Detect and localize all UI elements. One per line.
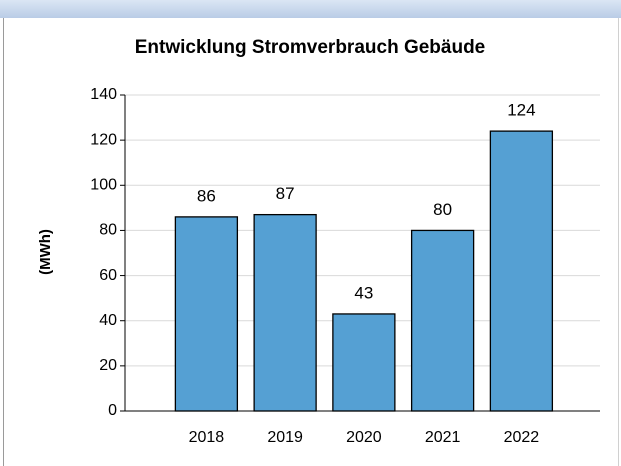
y-axis-label: (MWh) bbox=[37, 229, 54, 275]
y-tick-label: 20 bbox=[99, 357, 117, 374]
data-label: 80 bbox=[433, 200, 452, 219]
bar bbox=[489, 130, 554, 412]
y-tick-label: 120 bbox=[90, 131, 117, 148]
y-tick-label: 100 bbox=[90, 177, 117, 194]
bar bbox=[332, 313, 396, 412]
x-tick-label: 2022 bbox=[504, 429, 540, 446]
chart-title: Entwicklung Stromverbrauch Gebäude bbox=[135, 37, 486, 58]
bar bbox=[253, 213, 317, 412]
y-tick-label: 40 bbox=[99, 312, 117, 329]
x-tick-label: 2021 bbox=[425, 429, 461, 446]
data-label: 86 bbox=[197, 186, 216, 205]
x-tick-label: 2020 bbox=[346, 429, 382, 446]
y-tick-label: 60 bbox=[99, 267, 117, 284]
x-tick-label: 2018 bbox=[189, 429, 225, 446]
bar bbox=[410, 229, 475, 412]
y-tick-label: 140 bbox=[90, 86, 117, 103]
x-tick-label: 2019 bbox=[267, 429, 303, 446]
data-label: 124 bbox=[507, 101, 535, 120]
bar bbox=[174, 216, 239, 412]
y-tick-label: 80 bbox=[99, 222, 117, 239]
y-tick-label: 0 bbox=[108, 402, 117, 419]
data-label: 87 bbox=[276, 184, 295, 203]
header-band bbox=[0, 0, 621, 18]
data-label: 43 bbox=[354, 283, 373, 302]
